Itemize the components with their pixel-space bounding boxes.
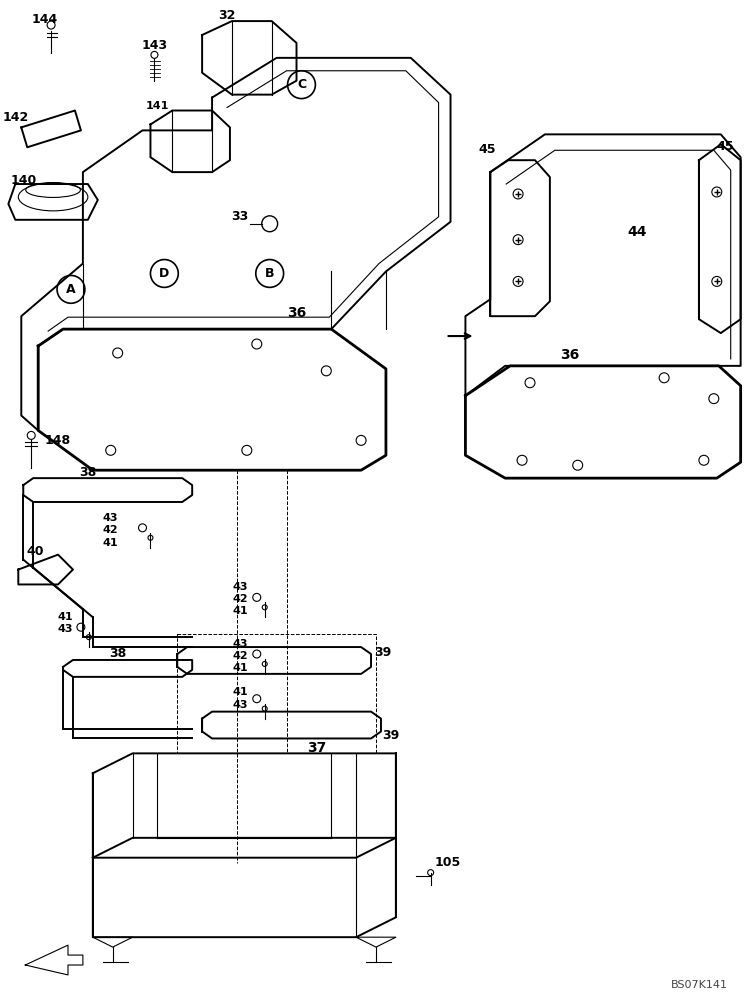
Text: 37: 37 (307, 741, 326, 755)
Text: 41: 41 (57, 612, 73, 622)
Text: 41: 41 (232, 663, 248, 673)
Text: 43: 43 (232, 700, 248, 710)
Text: 33: 33 (231, 210, 248, 223)
Text: A: A (66, 283, 76, 296)
Circle shape (287, 71, 316, 99)
Text: 43: 43 (103, 513, 118, 523)
Text: 142: 142 (2, 111, 28, 124)
Text: 43: 43 (232, 639, 248, 649)
Text: 43: 43 (58, 624, 73, 634)
Text: 40: 40 (26, 545, 44, 558)
Text: 105: 105 (435, 856, 461, 869)
Text: 36: 36 (287, 306, 306, 320)
Text: 38: 38 (79, 466, 96, 479)
Text: 41: 41 (232, 687, 248, 697)
Text: 45: 45 (479, 143, 496, 156)
Text: 42: 42 (232, 651, 248, 661)
Text: D: D (159, 267, 170, 280)
Circle shape (256, 260, 283, 287)
Text: 38: 38 (109, 647, 126, 660)
Circle shape (150, 260, 178, 287)
Text: 43: 43 (232, 582, 248, 592)
Text: BS07K141: BS07K141 (670, 980, 727, 990)
Text: 144: 144 (32, 13, 58, 26)
Text: 45: 45 (716, 140, 734, 153)
Text: 148: 148 (45, 434, 71, 447)
Text: 36: 36 (560, 348, 580, 362)
Text: 32: 32 (218, 9, 236, 22)
Text: B: B (265, 267, 275, 280)
Text: 141: 141 (146, 101, 169, 111)
Text: 44: 44 (628, 225, 647, 239)
Text: 41: 41 (103, 538, 118, 548)
Text: 42: 42 (103, 525, 118, 535)
Text: 140: 140 (10, 174, 37, 187)
Circle shape (57, 275, 85, 303)
Text: 42: 42 (232, 594, 248, 604)
Text: 39: 39 (382, 729, 399, 742)
Text: 41: 41 (232, 606, 248, 616)
Text: 143: 143 (141, 39, 168, 52)
Text: 39: 39 (374, 646, 392, 659)
Text: C: C (297, 78, 306, 91)
